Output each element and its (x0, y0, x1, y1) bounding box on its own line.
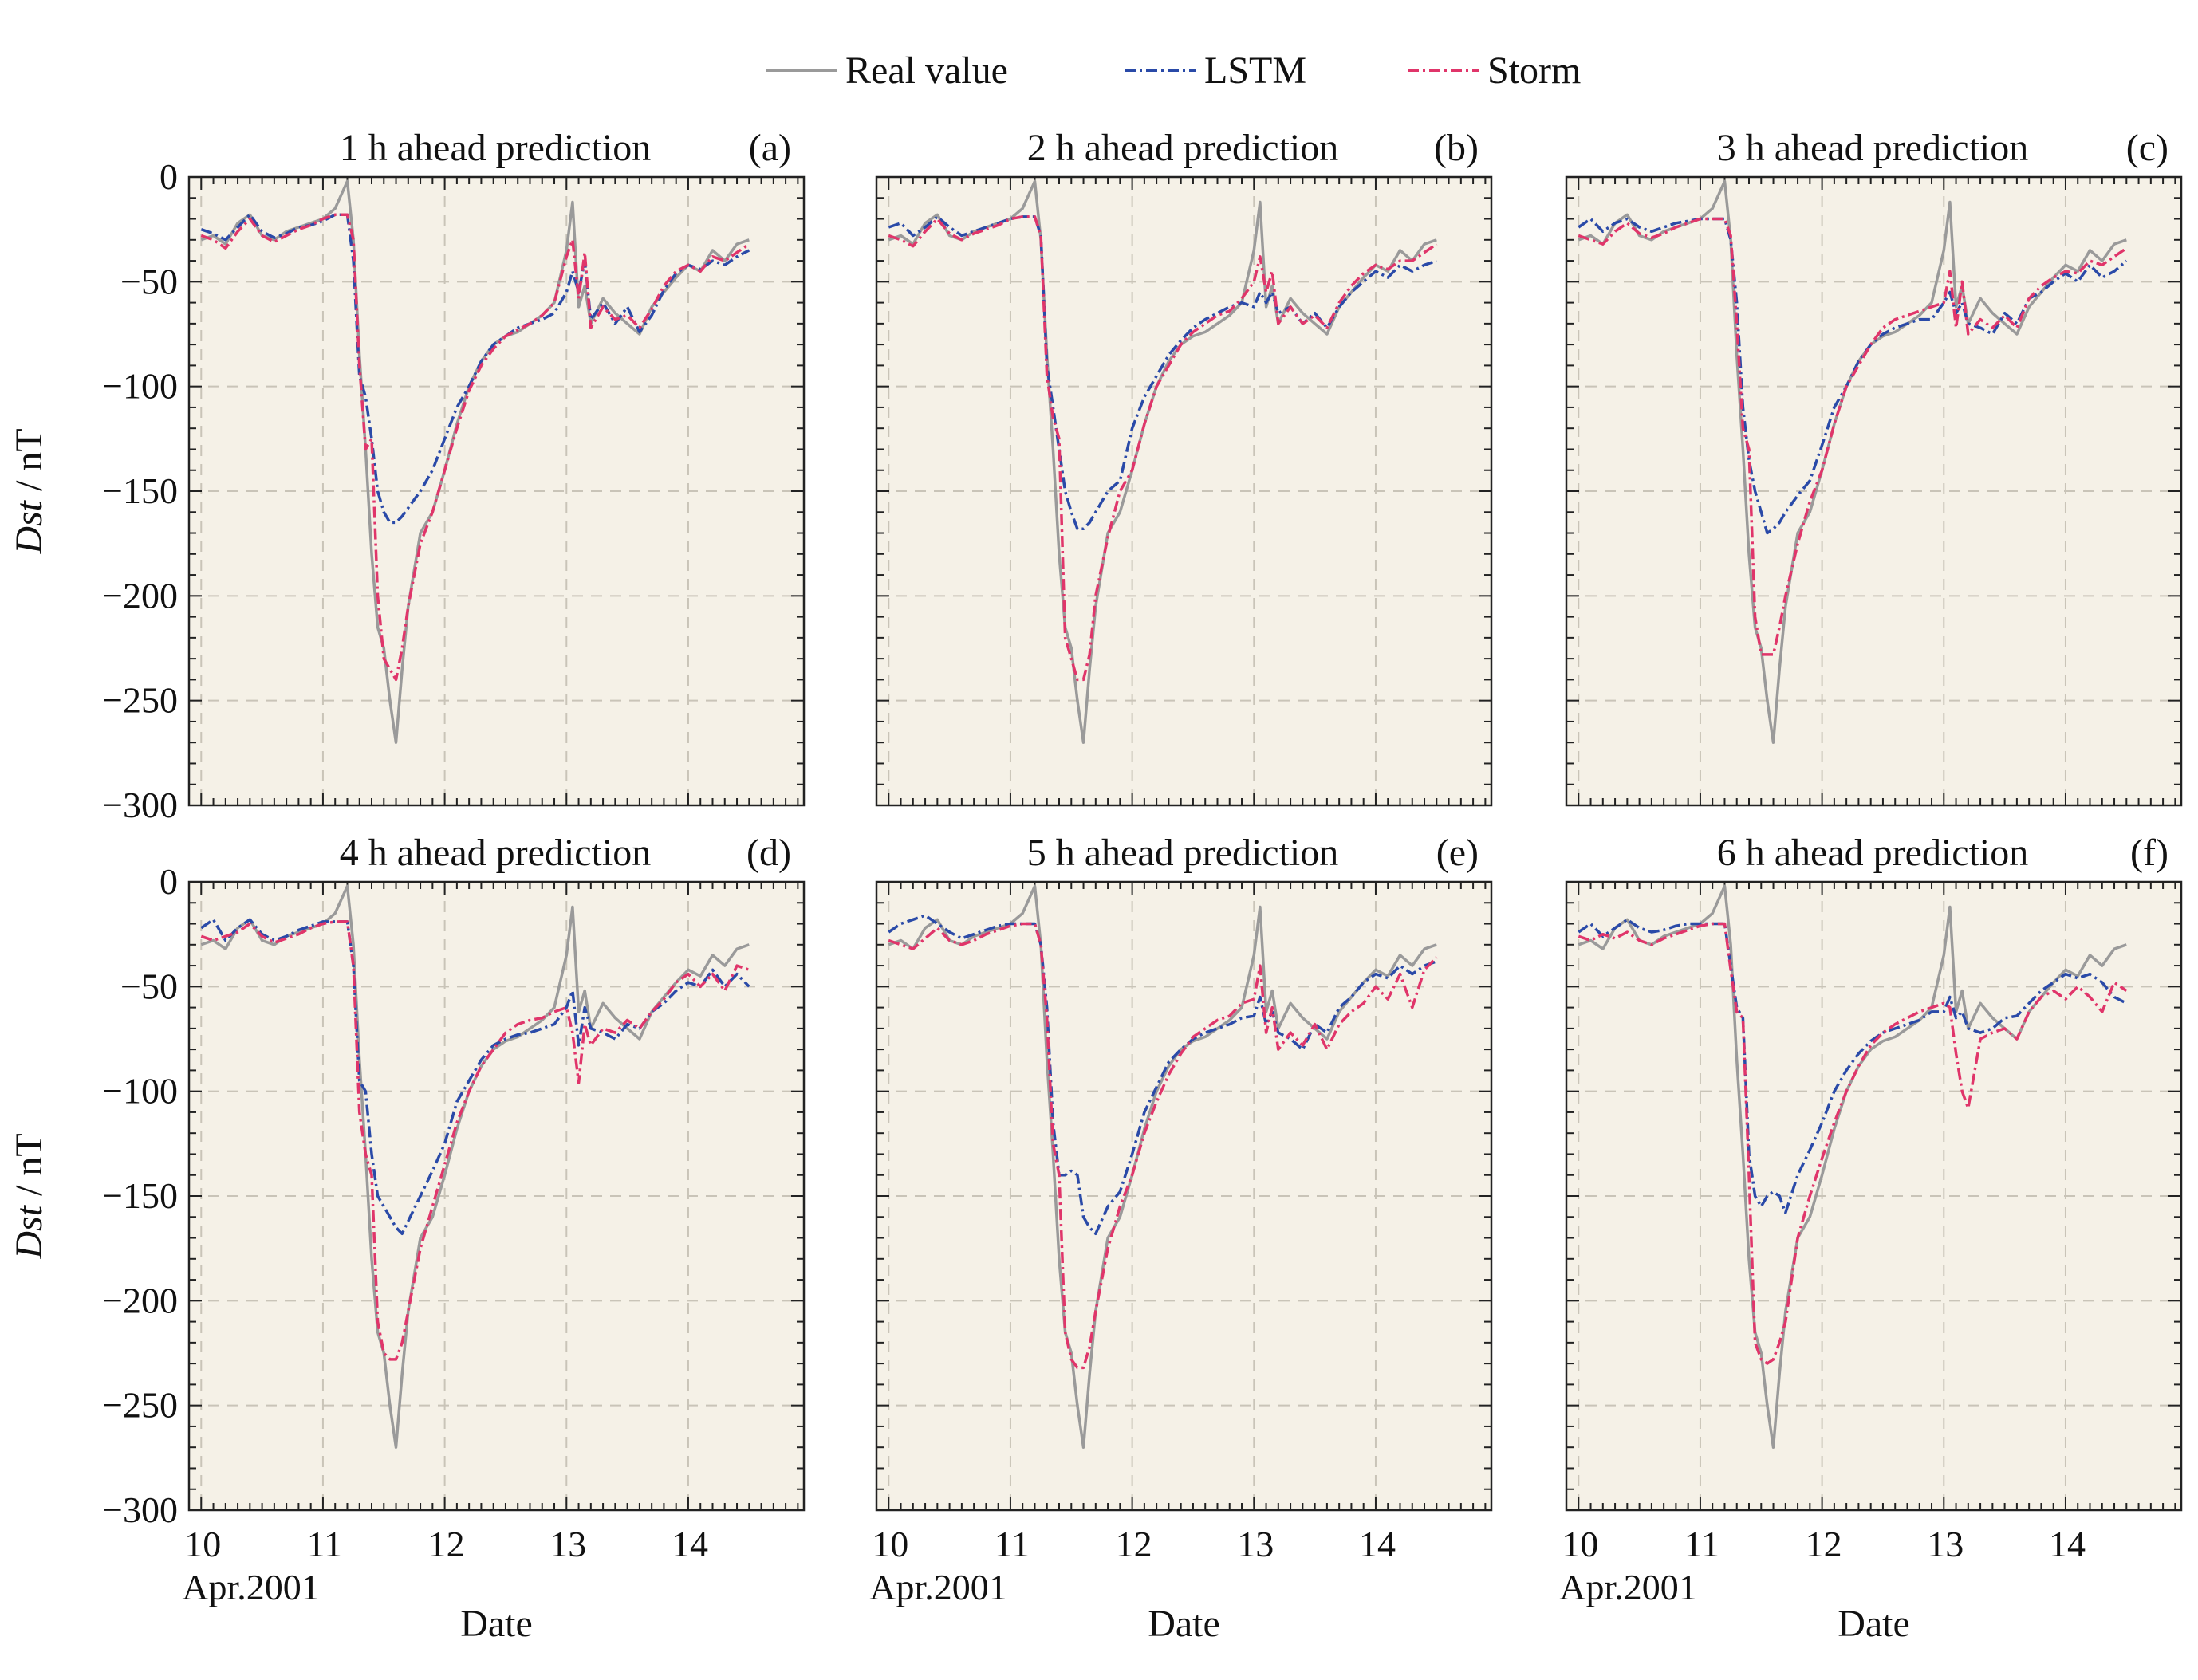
panel-tag: (e) (1436, 832, 1479, 874)
plot-frame (1565, 880, 2183, 1512)
series-line-storm (200, 920, 750, 1361)
axis-ticks (876, 176, 1491, 806)
y-axis-title: Dst / nT (8, 428, 50, 554)
x-tick-label: 12 (428, 1524, 465, 1564)
series-line-real (1578, 179, 2127, 744)
panel-title: 4 h ahead prediction (340, 832, 652, 874)
panel-title: 5 h ahead prediction (1027, 832, 1339, 874)
x-month-label: Apr.2001 (1559, 1567, 1697, 1607)
panel-title: 3 h ahead prediction (1717, 127, 2029, 169)
panel-tag: (b) (1434, 127, 1479, 169)
y-tick-label: −50 (120, 966, 178, 1006)
y-tick-label: 0 (160, 156, 178, 197)
panel-b: 2 h ahead prediction (b) (875, 127, 1493, 807)
panel-tag: (a) (749, 127, 791, 169)
y-tick-label: −150 (102, 1175, 178, 1216)
y-tick-label: −300 (102, 785, 178, 825)
series-line-storm (888, 215, 1438, 682)
y-tick-label: −100 (102, 366, 178, 407)
panel-title: 6 h ahead prediction (1717, 832, 2029, 874)
plot-frame (875, 880, 1493, 1512)
x-tick-label: 10 (872, 1524, 908, 1564)
plot-frame (187, 880, 806, 1512)
legend-label-lstm: LSTM (1204, 49, 1306, 92)
x-tick-label: 10 (184, 1524, 221, 1564)
series-line-storm (1578, 217, 2128, 656)
x-axis-title: Date (1148, 1603, 1220, 1645)
x-tick-label: 12 (1806, 1524, 1842, 1564)
x-tick-label: 11 (995, 1524, 1030, 1564)
plot-frame (1565, 175, 2183, 807)
x-tick-label: 11 (1684, 1524, 1719, 1564)
series-line-real (888, 884, 1437, 1449)
y-axis-title-unit: / nT (8, 1133, 50, 1206)
panel-d: 4 h ahead prediction (d) 0 −50 −100 −150 −200 −… (8, 832, 806, 1645)
x-tick-label: 14 (672, 1524, 708, 1564)
y-axis-title-quantity: Dst (8, 1204, 50, 1259)
plot-frame (875, 175, 1493, 807)
panel-e: 5 h ahead prediction (e) 10 11 12 13 14 Apr.200… (869, 832, 1493, 1645)
legend-item-lstm: LSTM (1125, 49, 1306, 92)
panel-f: 6 h ahead prediction (f) 10 11 12 13 14 Apr.200… (1559, 832, 2183, 1645)
panel-tag: (d) (746, 832, 791, 874)
legend-item-real: Real value (766, 49, 1008, 92)
x-tick-label: 14 (1359, 1524, 1396, 1564)
x-tick-label: 13 (1237, 1524, 1274, 1564)
panel-title: 2 h ahead prediction (1027, 127, 1339, 169)
x-tick-label: 12 (1116, 1524, 1152, 1564)
series-line-storm (200, 213, 750, 682)
series-line-storm (1578, 922, 2128, 1365)
panel-tag: (f) (2130, 832, 2168, 874)
x-month-label: Apr.2001 (182, 1567, 320, 1607)
legend-label-storm: Storm (1487, 49, 1581, 92)
y-tick-label: −250 (102, 1385, 178, 1426)
y-tick-label: −250 (102, 680, 178, 721)
y-axis-title-quantity: Dst (8, 499, 50, 554)
x-tick-label: 13 (1927, 1524, 1964, 1564)
x-tick-label: 10 (1562, 1524, 1598, 1564)
series-line-real (1578, 884, 2127, 1449)
x-month-label: Apr.2001 (869, 1567, 1007, 1607)
y-tick-label: −200 (102, 1280, 178, 1320)
panel-a: 1 h ahead prediction (a) 0 −50 −100 −150 −200 −… (8, 127, 806, 825)
y-axis-title: Dst / nT (8, 1133, 50, 1259)
series-line-real (200, 884, 750, 1449)
panel-tag: (c) (2126, 127, 2168, 169)
panel-c: 3 h ahead prediction (c) (1565, 127, 2183, 807)
y-tick-label: 0 (160, 861, 178, 902)
series-line-lstm (888, 914, 1437, 1236)
legend-item-storm: Storm (1408, 49, 1581, 92)
x-axis-title: Date (1838, 1603, 1910, 1645)
panels: 1 h ahead prediction (a) 0 −50 −100 −150 −200 −… (8, 127, 2183, 1645)
legend: Real value LSTM Storm (766, 49, 1581, 92)
axis-ticks (188, 881, 804, 1511)
x-tick-label: 11 (307, 1524, 342, 1564)
y-tick-label: −200 (102, 575, 178, 616)
panel-title: 1 h ahead prediction (340, 127, 652, 169)
y-axis-title-unit: / nT (8, 428, 50, 501)
y-tick-label: −300 (102, 1489, 178, 1530)
plot-frame (187, 175, 806, 807)
y-tick-label: −100 (102, 1071, 178, 1111)
x-tick-label: 13 (550, 1524, 586, 1564)
y-tick-label: −50 (120, 261, 178, 301)
legend-label-real: Real value (845, 49, 1008, 92)
x-axis-title: Date (460, 1603, 533, 1645)
axis-ticks (876, 881, 1491, 1511)
series-line-storm (888, 922, 1438, 1370)
axis-ticks (188, 176, 804, 806)
x-tick-label: 14 (2049, 1524, 2086, 1564)
series-line-lstm (1578, 918, 2128, 1214)
y-tick-label: −150 (102, 470, 178, 511)
